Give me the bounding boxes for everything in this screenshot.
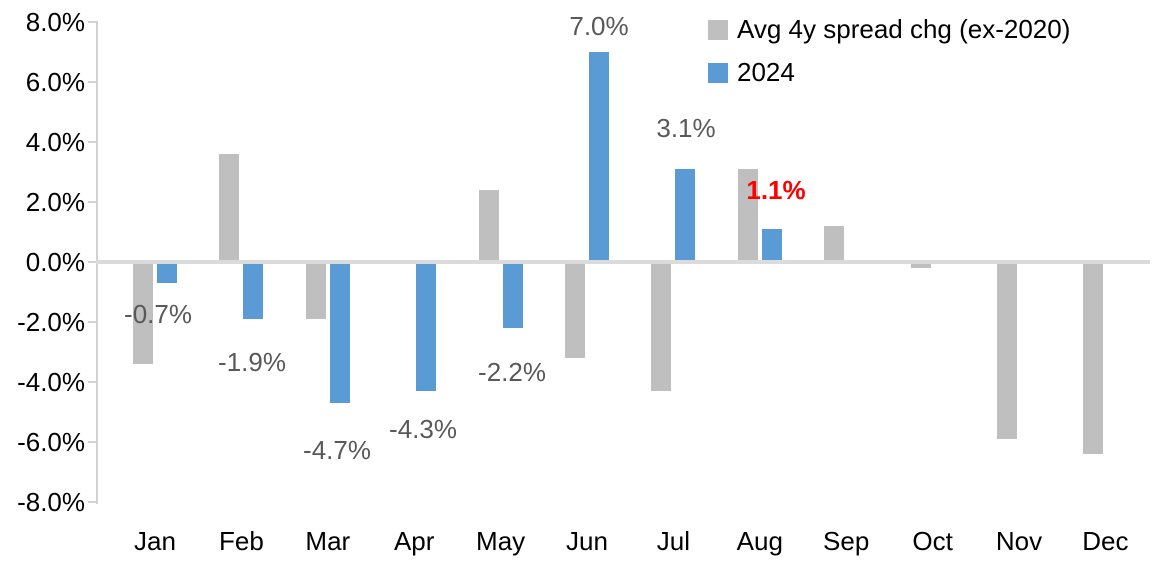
bar-avg-may	[478, 190, 499, 262]
bar-2024-jan	[157, 262, 177, 283]
bar-avg-jan	[133, 262, 153, 364]
bar-avg-jun	[565, 262, 585, 358]
y-axis-tick-label: 6.0%	[25, 67, 85, 97]
data-label-may: -2.2%	[478, 357, 546, 387]
x-axis-label-jun: Jun	[566, 526, 608, 556]
x-axis-label-apr: Apr	[393, 526, 435, 556]
bar-avg-sep	[824, 226, 845, 262]
y-axis-tick-mark	[88, 261, 96, 263]
bar-avg-aug	[737, 169, 758, 262]
x-axis-label-mar: Mar	[305, 526, 351, 556]
legend-item-avg-spread: Avg 4y spread chg (ex-2020)	[708, 14, 1070, 45]
bar-2024-may	[502, 262, 523, 328]
bar-avg-dec	[1083, 262, 1104, 454]
y-axis-tick-mark	[88, 201, 96, 203]
y-axis-tick-mark	[88, 81, 96, 83]
y-axis-tick-label: 4.0%	[25, 127, 85, 157]
y-axis-tick-mark	[88, 321, 96, 323]
bar-2024-apr	[416, 262, 437, 391]
bar-avg-nov	[997, 262, 1017, 439]
x-axis-label-nov: Nov	[995, 526, 1043, 556]
y-axis-tick-label: -6.0%	[17, 427, 85, 457]
y-axis-tick-label: 0.0%	[25, 247, 85, 277]
data-label-mar: -4.7%	[303, 435, 371, 465]
y-axis-tick-label: -4.0%	[17, 367, 85, 397]
y-axis-tick-mark	[88, 381, 96, 383]
x-axis-label-jan: Jan	[134, 526, 176, 556]
y-axis-tick-mark	[88, 441, 96, 443]
data-label-apr: -4.3%	[389, 414, 457, 444]
data-label-aug: 1.1%	[746, 175, 806, 205]
bar-2024-feb	[243, 262, 264, 319]
x-axis-label-feb: Feb	[218, 526, 264, 556]
bar-2024-mar	[329, 262, 350, 403]
bar-2024-jul	[675, 169, 696, 262]
y-axis-tick-label: 8.0%	[25, 7, 85, 37]
bar-avg-mar	[305, 262, 326, 319]
x-axis-label-jul: Jul	[656, 526, 691, 556]
legend-swatch-blue	[708, 62, 728, 83]
data-label-jun: 7.0%	[569, 11, 629, 41]
y-axis-tick-mark	[88, 21, 96, 23]
x-axis-label-sep: Sep	[823, 526, 870, 556]
legend-swatch-gray	[708, 19, 728, 40]
bar-avg-oct	[910, 262, 931, 268]
data-label-jul: 3.1%	[656, 113, 716, 143]
bar-2024-jun	[589, 52, 609, 262]
y-axis-tick-label: 2.0%	[25, 187, 85, 217]
data-label-jan: -0.7%	[124, 299, 192, 329]
x-axis-label-aug: Aug	[736, 526, 783, 556]
zero-baseline	[96, 260, 1150, 264]
bar-avg-feb	[219, 154, 240, 262]
bar-avg-jul	[651, 262, 672, 391]
legend-label-2024: 2024	[737, 57, 795, 87]
legend-label-avg-spread: Avg 4y spread chg (ex-2020)	[737, 14, 1071, 44]
legend-item-2024: 2024	[708, 57, 1070, 88]
y-axis-tick-label: -8.0%	[17, 487, 85, 517]
bar-2024-aug	[761, 229, 782, 262]
data-label-feb: -1.9%	[218, 347, 286, 377]
x-axis-label-dec: Dec	[1082, 526, 1129, 556]
y-axis-tick-label: -2.0%	[17, 307, 85, 337]
x-axis-label-oct: Oct	[912, 526, 953, 556]
legend: Avg 4y spread chg (ex-2020) 2024	[708, 14, 1070, 88]
y-axis-tick-mark	[88, 501, 96, 503]
y-axis-tick-mark	[88, 141, 96, 143]
x-axis-label-may: May	[476, 526, 526, 556]
